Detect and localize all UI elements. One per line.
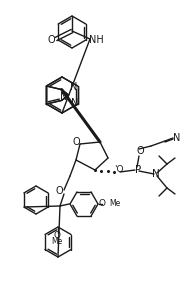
Text: NH: NH: [89, 35, 103, 45]
Text: Me: Me: [51, 237, 63, 247]
Text: N: N: [71, 98, 78, 108]
Text: N: N: [152, 169, 160, 179]
Text: O: O: [99, 200, 106, 208]
Text: N: N: [70, 82, 77, 92]
Text: 'O: 'O: [114, 165, 124, 174]
Text: N: N: [173, 133, 181, 143]
Text: P: P: [135, 165, 141, 175]
Text: O: O: [47, 35, 55, 45]
Text: O: O: [72, 137, 80, 147]
Text: O: O: [55, 186, 63, 196]
Text: N: N: [60, 92, 67, 103]
Text: O: O: [136, 146, 144, 156]
Text: O: O: [54, 230, 61, 240]
Text: Me: Me: [109, 199, 120, 207]
